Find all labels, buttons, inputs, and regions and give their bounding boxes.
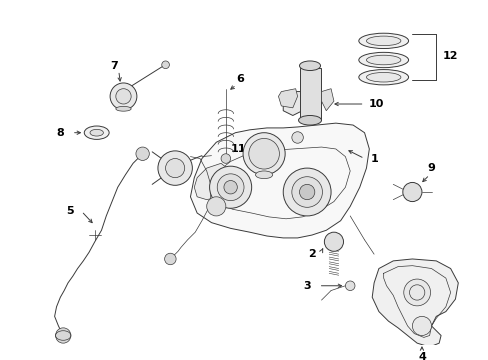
Ellipse shape [358, 69, 407, 85]
Polygon shape [371, 259, 457, 347]
Circle shape [136, 147, 149, 161]
Text: 1: 1 [369, 153, 377, 163]
Circle shape [291, 177, 322, 207]
Circle shape [299, 184, 314, 200]
Circle shape [261, 135, 276, 150]
Circle shape [324, 232, 343, 251]
Circle shape [164, 253, 176, 265]
Text: 2: 2 [307, 249, 315, 259]
Circle shape [206, 197, 225, 216]
Circle shape [224, 180, 237, 194]
Polygon shape [190, 123, 368, 238]
Text: 4: 4 [417, 352, 425, 360]
Circle shape [243, 133, 285, 175]
Polygon shape [321, 89, 333, 111]
Text: 5: 5 [66, 206, 74, 216]
Polygon shape [194, 163, 230, 200]
Text: 11: 11 [230, 144, 245, 154]
Text: 7: 7 [110, 61, 118, 71]
Text: 9: 9 [427, 163, 434, 173]
Text: 8: 8 [57, 128, 64, 138]
Bar [299, 68, 320, 120]
Ellipse shape [298, 116, 321, 125]
Circle shape [209, 166, 251, 208]
Circle shape [56, 328, 71, 343]
Ellipse shape [299, 61, 320, 71]
Circle shape [291, 132, 303, 143]
Text: 3: 3 [303, 281, 310, 291]
Circle shape [402, 183, 421, 202]
Polygon shape [283, 91, 302, 116]
Circle shape [248, 139, 279, 169]
Circle shape [221, 154, 230, 163]
Circle shape [165, 158, 184, 178]
Circle shape [158, 151, 192, 185]
Circle shape [110, 83, 137, 110]
Circle shape [116, 89, 131, 104]
Ellipse shape [90, 129, 103, 136]
Ellipse shape [255, 171, 272, 179]
Polygon shape [278, 89, 297, 108]
Ellipse shape [358, 52, 407, 68]
Text: 6: 6 [236, 74, 244, 84]
Ellipse shape [366, 72, 400, 82]
Circle shape [162, 61, 169, 69]
Ellipse shape [366, 55, 400, 65]
Text: 12: 12 [442, 51, 457, 61]
Circle shape [345, 281, 354, 291]
Circle shape [283, 168, 330, 216]
Ellipse shape [358, 33, 407, 49]
Ellipse shape [84, 126, 109, 139]
Ellipse shape [366, 36, 400, 46]
Ellipse shape [116, 107, 131, 111]
Text: 10: 10 [367, 99, 383, 109]
Circle shape [217, 174, 244, 201]
Circle shape [403, 279, 429, 306]
Circle shape [411, 316, 430, 336]
